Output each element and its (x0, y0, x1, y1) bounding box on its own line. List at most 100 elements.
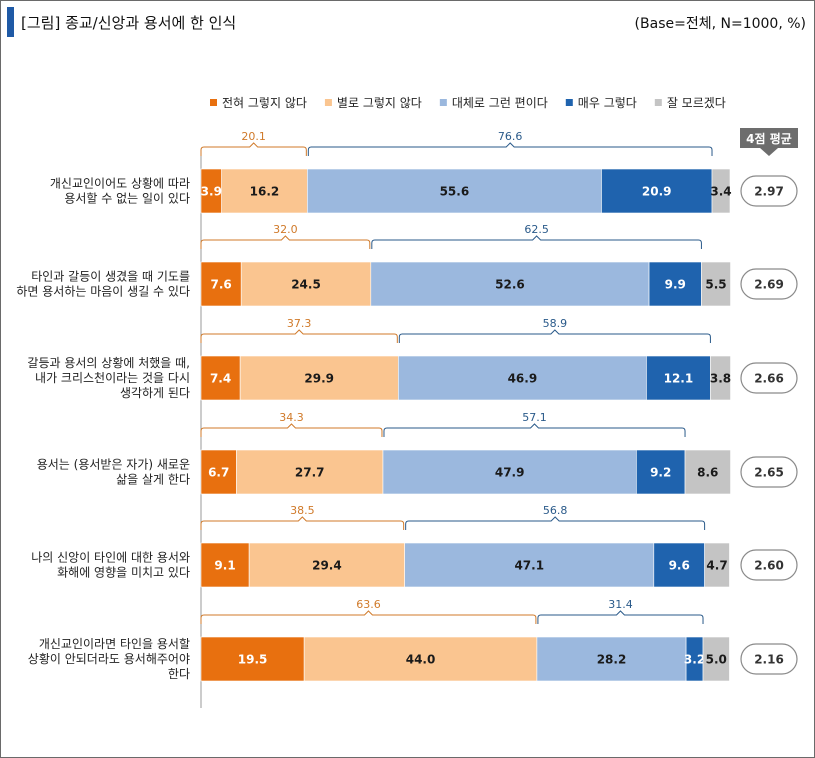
positive-total-label: 62.5 (524, 223, 549, 236)
bar-value-label: 19.5 (238, 653, 268, 667)
category-label: 화해에 영향을 미치고 있다 (57, 566, 190, 580)
bar-value-label: 8.6 (697, 466, 718, 480)
legend-label: 매우 그렇다 (578, 95, 637, 110)
bar-value-label: 20.9 (642, 185, 672, 199)
bar-segment (702, 636, 730, 682)
legend-swatch (654, 99, 662, 106)
negative-bracket (200, 235, 371, 249)
bar-segment (404, 542, 655, 588)
bar-value-label: 9.2 (650, 466, 671, 480)
positive-total-label: 31.4 (608, 598, 633, 611)
bar-segment (370, 261, 650, 307)
category-label: 개신교인이어도 상황에 따라 (50, 177, 190, 191)
category-label: 용서할 수 없는 일이 있다 (64, 192, 190, 206)
category-label: 갈등과 용서의 상황에 처했을 때, (27, 356, 190, 370)
avg-header-label: 4점 평균 (746, 131, 792, 146)
bar-value-label: 46.9 (508, 372, 538, 386)
bar-value-label: 12.1 (664, 372, 694, 386)
bar-value-label: 27.7 (295, 466, 325, 480)
bar-segment (248, 542, 405, 588)
category-label: 개신교인이라면 타인을 용서할 (39, 637, 190, 651)
negative-total-label: 38.5 (290, 504, 315, 517)
negative-bracket (200, 423, 383, 437)
negative-bracket (200, 516, 405, 530)
legend-label: 별로 그렇지 않다 (337, 95, 422, 110)
base-note: (Base=전체, N=1000, %) (634, 16, 806, 32)
title-accent-bar (7, 7, 14, 37)
negative-total-label: 32.0 (273, 223, 298, 236)
bar-value-label: 3.2 (684, 653, 705, 667)
bar-segment (303, 636, 538, 682)
category-label: 한다 (168, 667, 190, 681)
bar-value-label: 47.1 (514, 559, 544, 573)
legend-swatch (324, 99, 332, 106)
negative-total-label: 34.3 (279, 411, 304, 424)
positive-bracket (405, 516, 706, 530)
bar-segment (200, 636, 305, 682)
bar-value-label: 7.6 (210, 278, 231, 292)
positive-total-label: 56.8 (543, 504, 568, 517)
positive-total-label: 57.1 (522, 411, 547, 424)
bar-value-label: 52.6 (495, 278, 525, 292)
bar-segment (236, 449, 384, 495)
bar-value-label: 5.0 (706, 653, 727, 667)
bar-value-label: 16.2 (250, 185, 280, 199)
positive-bracket (537, 610, 704, 624)
bar-segment (701, 261, 731, 307)
bar-segment (239, 355, 399, 401)
positive-total-label: 76.6 (498, 130, 523, 143)
bar-segment (536, 636, 687, 682)
bar-segment (636, 449, 686, 495)
bar-value-label: 28.2 (597, 653, 627, 667)
negative-total-label: 37.3 (287, 317, 312, 330)
average-badge (740, 175, 798, 207)
positive-bracket (307, 142, 713, 156)
category-label: 삶을 살게 한다 (116, 473, 190, 487)
bar-segment (221, 168, 308, 214)
positive-bracket (371, 235, 702, 249)
bar-value-label: 5.5 (705, 278, 726, 292)
average-value: 2.60 (754, 559, 784, 573)
category-label: 타인과 갈등이 생겼을 때 기도를 (31, 270, 190, 284)
average-badge (740, 549, 798, 581)
average-value: 2.65 (754, 466, 784, 480)
bar-value-label: 9.1 (214, 559, 235, 573)
negative-bracket (200, 610, 537, 624)
bar-segment (710, 355, 731, 401)
bar-value-label: 47.9 (495, 466, 525, 480)
positive-total-label: 58.9 (543, 317, 568, 330)
bar-segment (684, 449, 731, 495)
average-value: 2.97 (754, 185, 784, 199)
bar-value-label: 9.9 (665, 278, 686, 292)
bar-segment (398, 355, 647, 401)
bar-value-label: 24.5 (291, 278, 321, 292)
legend-label: 잘 모르겠다 (667, 96, 726, 110)
bar-segment (601, 168, 713, 214)
category-label: 생각하게 된다 (120, 386, 190, 400)
positive-bracket (398, 329, 711, 343)
negative-bracket (200, 142, 307, 156)
positive-bracket (383, 423, 686, 437)
bar-value-label: 55.6 (440, 185, 470, 199)
negative-total-label: 63.6 (356, 598, 381, 611)
category-label: 상황이 안되더라도 용서해주어야 (28, 652, 190, 666)
legend-swatch (565, 99, 573, 106)
negative-bracket (200, 329, 398, 343)
bar-value-label: 3.9 (201, 185, 222, 199)
average-badge (740, 362, 798, 394)
average-value: 2.69 (754, 278, 784, 292)
bar-segment (646, 355, 711, 401)
bar-segment (704, 542, 730, 588)
bar-segment (200, 542, 250, 588)
figure-title: [그림] 종교/신앙과 용서에 한 인식 (21, 14, 237, 32)
legend-label: 대체로 그런 편이다 (452, 96, 548, 110)
bar-value-label: 6.7 (208, 466, 229, 480)
bar-value-label: 44.0 (406, 653, 436, 667)
bar-value-label: 9.6 (669, 559, 690, 573)
legend-swatch (439, 99, 447, 106)
average-badge (740, 268, 798, 300)
bar-segment (648, 261, 702, 307)
legend-swatch (210, 99, 217, 106)
bar-value-label: 29.4 (312, 559, 342, 573)
bar-segment (240, 261, 372, 307)
